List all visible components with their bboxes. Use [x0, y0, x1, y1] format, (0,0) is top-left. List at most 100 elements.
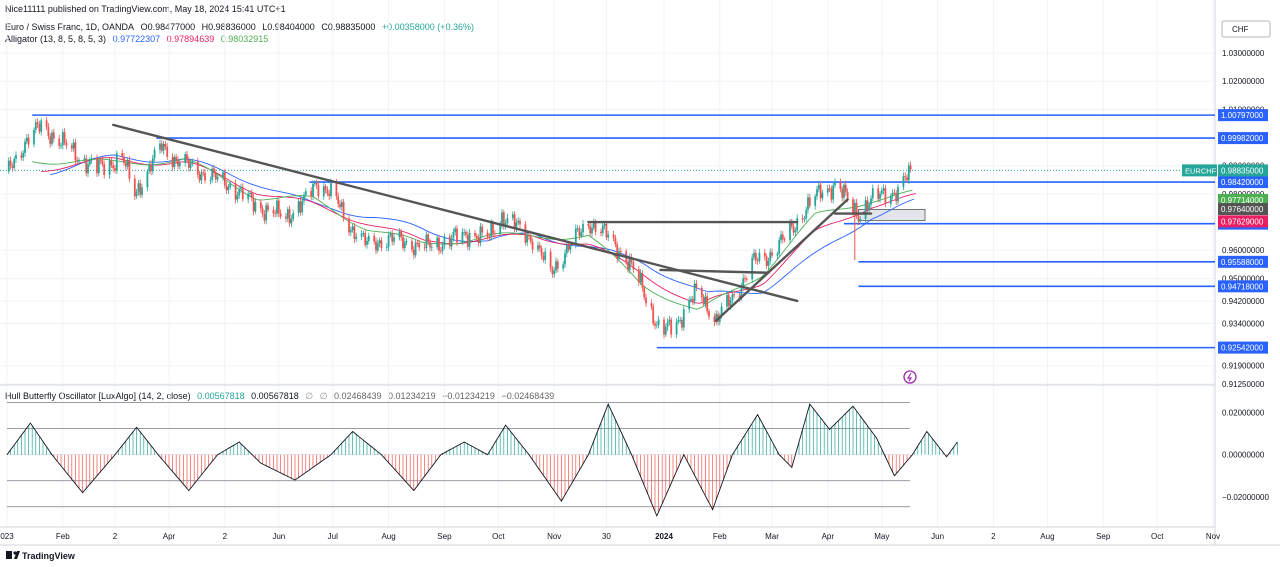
candle-body[interactable]	[364, 233, 367, 245]
candle-body[interactable]	[40, 120, 43, 132]
candle-body[interactable]	[677, 320, 680, 322]
consolidation-zone[interactable]	[858, 208, 926, 222]
candle-body[interactable]	[645, 297, 647, 304]
candle-body[interactable]	[540, 248, 543, 256]
candle-body[interactable]	[753, 252, 755, 258]
candle-body[interactable]	[452, 232, 455, 239]
candle-body[interactable]	[803, 218, 806, 220]
candle-body[interactable]	[47, 127, 50, 137]
candle-body[interactable]	[22, 152, 25, 158]
candle-body[interactable]	[506, 217, 509, 224]
candle-body[interactable]	[726, 294, 728, 307]
candle-body[interactable]	[549, 251, 552, 269]
candle-body[interactable]	[733, 294, 736, 296]
candle-body[interactable]	[301, 200, 304, 213]
candle-body[interactable]	[751, 257, 754, 280]
candle-body[interactable]	[96, 158, 98, 174]
candle-body[interactable]	[691, 298, 694, 302]
candle-body[interactable]	[166, 146, 169, 157]
candle-body[interactable]	[731, 294, 734, 301]
candle-body[interactable]	[391, 233, 394, 242]
current-price-badge[interactable]	[1218, 193, 1268, 206]
candle-body[interactable]	[216, 176, 219, 180]
candle-body[interactable]	[567, 244, 570, 250]
candle-body[interactable]	[286, 209, 289, 219]
candle-body[interactable]	[542, 255, 545, 260]
candle-body[interactable]	[261, 208, 264, 215]
candle-body[interactable]	[769, 252, 772, 261]
candle-body[interactable]	[146, 171, 149, 188]
candle-body[interactable]	[335, 181, 338, 197]
candle-body[interactable]	[326, 189, 329, 194]
candle-body[interactable]	[474, 232, 476, 236]
candle-body[interactable]	[902, 176, 905, 187]
candle-body[interactable]	[841, 188, 844, 198]
currency-button[interactable]	[1221, 20, 1271, 38]
candle-body[interactable]	[511, 214, 514, 218]
candle-body[interactable]	[529, 236, 532, 242]
candle-body[interactable]	[643, 287, 646, 298]
candle-body[interactable]	[481, 226, 484, 233]
candle-body[interactable]	[630, 257, 633, 263]
current-price-badge[interactable]	[1218, 203, 1268, 216]
candle-body[interactable]	[259, 202, 262, 209]
candle-body[interactable]	[513, 214, 516, 229]
candle-body[interactable]	[632, 262, 635, 270]
candle-body[interactable]	[727, 294, 730, 307]
candle-body[interactable]	[110, 160, 113, 166]
candle-body[interactable]	[351, 226, 354, 231]
candle-body[interactable]	[135, 191, 138, 197]
candle-body[interactable]	[600, 231, 602, 234]
candle-body[interactable]	[52, 132, 55, 139]
candle-body[interactable]	[337, 196, 340, 204]
candle-body[interactable]	[115, 153, 118, 171]
current-price-badge[interactable]	[1218, 215, 1268, 228]
candle-body[interactable]	[754, 252, 757, 261]
candle-body[interactable]	[893, 192, 896, 194]
candle-body[interactable]	[292, 212, 295, 219]
candle-body[interactable]	[904, 176, 907, 178]
candle-body[interactable]	[789, 222, 791, 241]
candle-body[interactable]	[906, 177, 908, 181]
candle-body[interactable]	[45, 120, 48, 128]
candle-body[interactable]	[603, 223, 606, 226]
candle-body[interactable]	[715, 314, 718, 323]
candle-body[interactable]	[139, 183, 142, 195]
candle-body[interactable]	[744, 278, 746, 280]
candle-body[interactable]	[891, 192, 894, 196]
candle-body[interactable]	[304, 191, 307, 195]
candle-body[interactable]	[756, 260, 759, 262]
candle-body[interactable]	[400, 231, 403, 238]
candle-body[interactable]	[619, 251, 622, 253]
candle-body[interactable]	[227, 187, 230, 191]
candle-body[interactable]	[436, 237, 439, 248]
candle-body[interactable]	[853, 202, 856, 213]
candle-body[interactable]	[385, 247, 388, 249]
candle-body[interactable]	[189, 163, 192, 168]
candle-body[interactable]	[517, 220, 520, 223]
candle-body[interactable]	[7, 160, 10, 172]
candle-body[interactable]	[204, 172, 206, 181]
candle-body[interactable]	[475, 235, 478, 239]
candle-body[interactable]	[274, 213, 277, 214]
candle-body[interactable]	[177, 160, 179, 167]
candle-body[interactable]	[439, 250, 442, 252]
candle-body[interactable]	[562, 264, 565, 269]
candle-body[interactable]	[589, 226, 592, 234]
candle-body[interactable]	[765, 256, 768, 266]
candle-body[interactable]	[614, 238, 617, 245]
candle-body[interactable]	[247, 193, 250, 200]
candle-body[interactable]	[108, 160, 111, 176]
candle-body[interactable]	[627, 261, 629, 270]
candle-body[interactable]	[790, 222, 793, 227]
candle-body[interactable]	[515, 222, 518, 229]
candle-body[interactable]	[402, 237, 404, 249]
candle-body[interactable]	[87, 164, 89, 174]
candle-body[interactable]	[607, 234, 610, 238]
candle-body[interactable]	[61, 132, 64, 146]
candle-body[interactable]	[121, 153, 124, 157]
candle-body[interactable]	[376, 243, 379, 251]
trendline[interactable]	[715, 198, 849, 322]
candle-body[interactable]	[198, 174, 201, 181]
candle-body[interactable]	[362, 233, 365, 235]
